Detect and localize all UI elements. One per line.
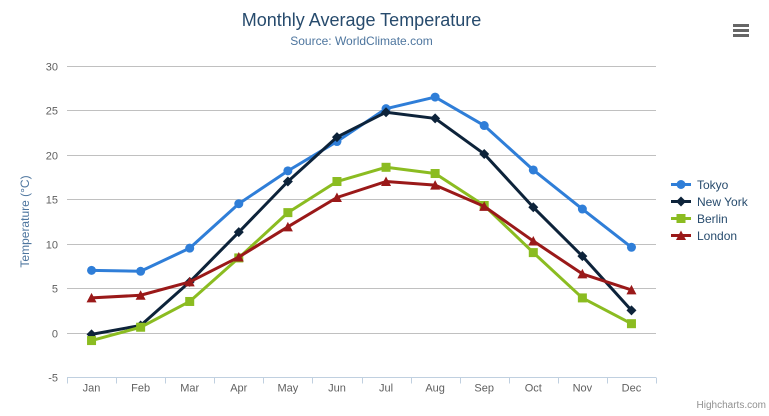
y-tick-label: 30 (46, 62, 58, 74)
series-tokyo (87, 92, 636, 276)
x-tick-label: Jun (328, 383, 346, 395)
data-point-tokyo[interactable] (185, 243, 195, 253)
data-point-london[interactable] (282, 221, 293, 232)
data-point-new-york[interactable] (626, 305, 637, 316)
credits-link[interactable]: Highcharts.com (696, 400, 766, 411)
data-point-tokyo[interactable] (479, 121, 489, 131)
data-point-tokyo[interactable] (234, 199, 244, 209)
chart-title: Monthly Average Temperature (241, 10, 482, 30)
data-point-berlin[interactable] (87, 336, 97, 346)
data-point-new-york[interactable] (528, 202, 539, 213)
series-line-new-york (90, 110, 633, 336)
data-point-berlin[interactable] (528, 248, 538, 258)
data-point-london[interactable] (626, 284, 637, 295)
legend-marker-tokyo (676, 180, 686, 189)
legend-item-london[interactable]: London (670, 227, 748, 244)
data-point-london[interactable] (331, 192, 342, 203)
x-tick-label: Nov (573, 383, 593, 395)
circle-legend-icon (671, 180, 691, 189)
y-tick-label: 10 (46, 240, 58, 252)
data-point-tokyo[interactable] (136, 266, 146, 276)
y-axis-title: Temperature (°C) (18, 175, 32, 267)
legend-marker-berlin (676, 214, 686, 223)
legend-label: Tokyo (697, 177, 729, 192)
data-point-new-york[interactable] (430, 113, 441, 124)
chart-subtitle: Source: WorldClimate.com (290, 34, 433, 48)
square-legend-icon (671, 214, 691, 223)
legend-marker-london (676, 230, 686, 240)
data-point-london[interactable] (86, 292, 97, 303)
data-point-berlin[interactable] (577, 293, 587, 303)
data-point-london[interactable] (381, 176, 392, 187)
y-tick-label: 15 (46, 195, 58, 207)
data-point-london[interactable] (135, 290, 146, 300)
series-line-london (90, 180, 633, 300)
data-point-berlin[interactable] (185, 296, 195, 306)
y-tick-label: 20 (46, 151, 58, 163)
data-point-new-york[interactable] (233, 227, 244, 238)
data-point-new-york[interactable] (282, 176, 293, 187)
data-point-berlin[interactable] (430, 169, 440, 179)
legend-item-tokyo[interactable]: Tokyo (670, 176, 748, 193)
x-tick-label: Aug (425, 383, 445, 395)
legend-label: Berlin (697, 211, 728, 226)
data-point-berlin[interactable] (332, 177, 342, 187)
series-new-york (86, 107, 637, 340)
x-tick-label: Apr (230, 383, 247, 395)
y-tick-label: 5 (52, 284, 58, 296)
x-tick-label: Dec (622, 383, 642, 395)
y-tick-label: 25 (46, 106, 58, 118)
y-tick-label: 0 (52, 329, 58, 341)
export-menu-button[interactable] (731, 20, 751, 41)
data-point-new-york[interactable] (479, 148, 490, 159)
x-tick-label: Oct (525, 383, 542, 395)
triangle-legend-icon (671, 230, 691, 240)
data-point-tokyo[interactable] (283, 166, 293, 176)
legend-marker-new-york (676, 196, 686, 207)
data-point-new-york[interactable] (381, 107, 392, 118)
legend: Tokyo New York Berlin London (670, 176, 748, 244)
data-point-london[interactable] (479, 201, 490, 211)
hamburger-icon (733, 24, 749, 37)
data-point-london[interactable] (430, 180, 441, 190)
data-point-london[interactable] (233, 252, 244, 262)
x-tick-label: Feb (131, 383, 150, 395)
data-point-tokyo[interactable] (528, 165, 538, 175)
data-point-london[interactable] (528, 236, 539, 246)
data-point-tokyo[interactable] (87, 265, 97, 275)
data-point-berlin[interactable] (626, 319, 636, 329)
legend-label: London (697, 228, 738, 243)
y-tick-label: -5 (48, 373, 58, 385)
data-point-tokyo[interactable] (430, 92, 440, 102)
data-point-tokyo[interactable] (626, 242, 636, 252)
data-point-berlin[interactable] (381, 162, 391, 172)
legend-label: New York (697, 194, 748, 209)
data-point-new-york[interactable] (577, 251, 588, 262)
series-london (86, 176, 637, 303)
data-point-berlin[interactable] (283, 208, 293, 218)
x-tick-label: May (277, 383, 298, 395)
data-point-london[interactable] (577, 268, 588, 279)
legend-item-berlin[interactable]: Berlin (670, 210, 748, 227)
data-point-berlin[interactable] (136, 322, 146, 332)
x-tick-label: Sep (474, 383, 494, 395)
data-point-new-york[interactable] (331, 132, 342, 143)
x-tick-label: Jan (83, 383, 101, 395)
legend-item-new-york[interactable]: New York (670, 193, 748, 210)
data-point-tokyo[interactable] (577, 204, 587, 214)
series-line-berlin (90, 165, 633, 343)
x-tick-label: Jul (379, 383, 393, 395)
x-tick-label: Mar (180, 383, 199, 395)
diamond-legend-icon (671, 196, 691, 207)
data-point-london[interactable] (184, 276, 195, 287)
